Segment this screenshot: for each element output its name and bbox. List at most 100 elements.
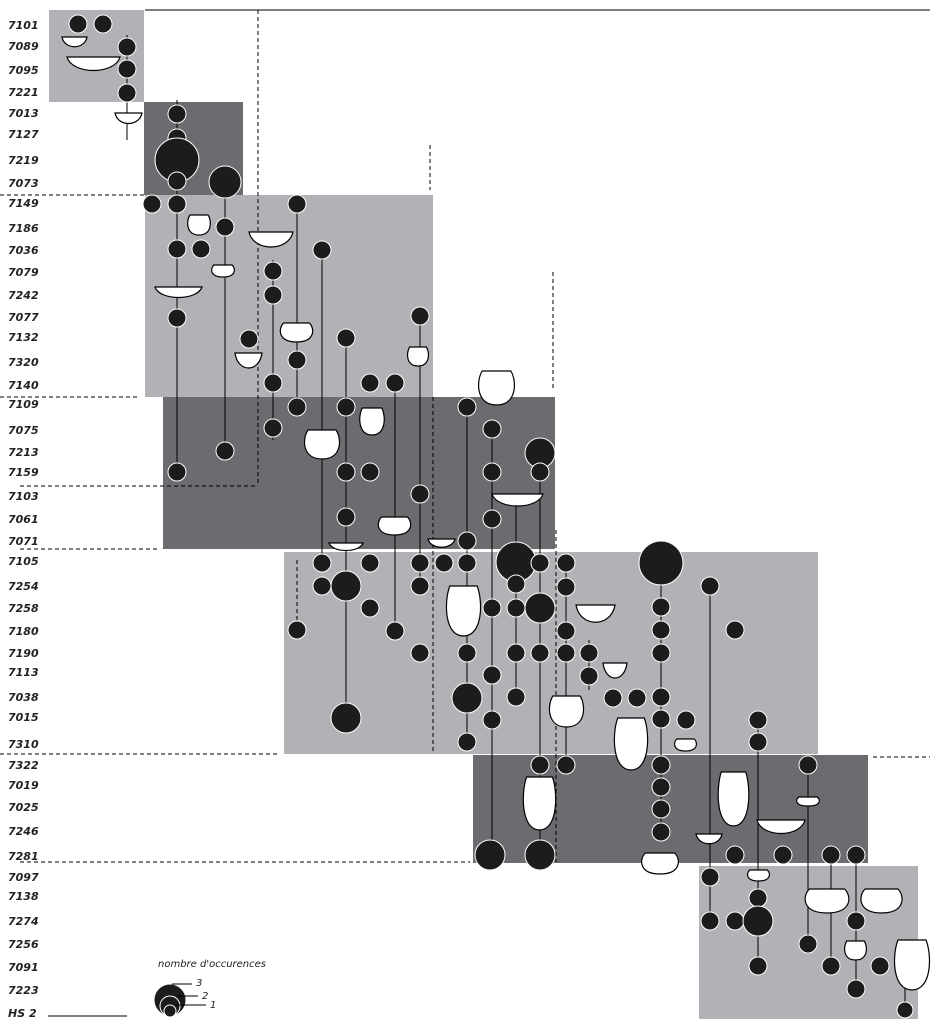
vessel (613, 717, 649, 771)
dot (167, 194, 187, 214)
dot (360, 598, 380, 618)
row-label: 7103 (8, 490, 39, 503)
vessel (406, 346, 430, 367)
dot (556, 553, 576, 573)
vessel (66, 56, 121, 71)
row-label: 7322 (8, 759, 39, 772)
vessels (61, 36, 931, 991)
vessel (575, 604, 616, 623)
dot (651, 755, 671, 775)
row-label: 7095 (8, 64, 39, 77)
dot (748, 888, 768, 908)
row-label: 7015 (8, 711, 39, 724)
legend-size: 3 (196, 978, 202, 989)
row-label: 7061 (8, 513, 39, 526)
row-label: 7038 (8, 691, 39, 704)
dot (457, 643, 477, 663)
dot (651, 687, 671, 707)
dot (530, 643, 550, 663)
row-label: 7149 (8, 197, 39, 210)
dot (638, 540, 684, 586)
dot (896, 1001, 914, 1019)
dot (287, 350, 307, 370)
dot (239, 329, 259, 349)
dot (725, 620, 745, 640)
row-label: 7140 (8, 379, 39, 392)
row-label: 7127 (8, 128, 39, 141)
dot (798, 934, 818, 954)
dot (360, 462, 380, 482)
row-label: 7180 (8, 625, 39, 638)
dot (263, 373, 283, 393)
dot (191, 239, 211, 259)
dot (117, 37, 137, 57)
legend-title: nombre d'occurences (158, 959, 266, 970)
dot (506, 598, 526, 618)
row-label: 7223 (8, 984, 39, 997)
dot (725, 845, 745, 865)
dot (208, 165, 242, 199)
vessel (427, 538, 456, 548)
vessel (522, 776, 557, 831)
dot (700, 867, 720, 887)
row-label: 7073 (8, 177, 39, 190)
row-label: 7097 (8, 871, 39, 884)
dot (287, 397, 307, 417)
dot (410, 484, 430, 504)
legend-size: 2 (202, 991, 208, 1002)
dot (410, 306, 430, 326)
dot (336, 328, 356, 348)
dashed-lines (0, 10, 930, 863)
dot (700, 576, 720, 596)
dot (556, 755, 576, 775)
legend-size: 1 (210, 1000, 216, 1011)
vessel (61, 36, 88, 48)
dot (725, 911, 745, 931)
dot (167, 104, 187, 124)
dot (798, 755, 818, 775)
dot (167, 239, 187, 259)
dot (506, 643, 526, 663)
row-label: 7077 (8, 311, 39, 324)
vessel (248, 231, 294, 248)
vessel (114, 112, 143, 125)
dot (651, 597, 671, 617)
row-label: 7258 (8, 602, 39, 615)
dot (434, 553, 454, 573)
dot (68, 14, 88, 34)
row-label: 7190 (8, 647, 39, 660)
row-label: 7071 (8, 535, 39, 548)
dot (457, 397, 477, 417)
dot (263, 285, 283, 305)
row-label: 7019 (8, 779, 39, 792)
dot (457, 732, 477, 752)
vessel (234, 352, 263, 369)
dot (410, 643, 430, 663)
dot (360, 553, 380, 573)
row-label: 7036 (8, 244, 39, 257)
row-label: 7113 (8, 666, 39, 679)
dot (457, 531, 477, 551)
dot (530, 755, 550, 775)
row-label: 7219 (8, 154, 39, 167)
dot (263, 418, 283, 438)
dot (524, 839, 556, 871)
dot (482, 419, 502, 439)
dot (579, 666, 599, 686)
vessel (377, 516, 412, 536)
vessel (491, 493, 544, 507)
dot (556, 643, 576, 663)
dot (215, 441, 235, 461)
vessel (328, 542, 364, 552)
vessel (211, 264, 235, 278)
dot (742, 905, 774, 937)
dot (651, 777, 671, 797)
legend-dot (163, 1004, 177, 1018)
dot (287, 620, 307, 640)
row-label: 7186 (8, 222, 39, 235)
dot (579, 643, 599, 663)
row-label: 7213 (8, 446, 39, 459)
dot (651, 643, 671, 663)
dot (167, 171, 187, 191)
row-label: 7109 (8, 398, 39, 411)
